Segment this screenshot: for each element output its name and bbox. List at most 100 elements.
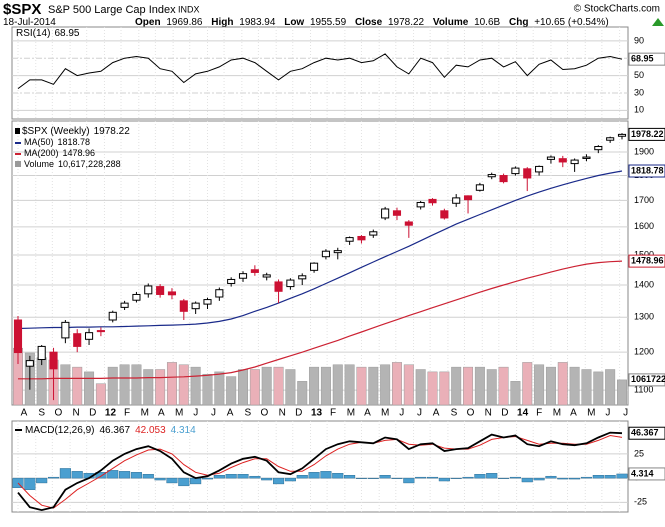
x-tick-label: F xyxy=(124,408,130,419)
histogram-bar xyxy=(142,474,154,479)
x-tick-label: J xyxy=(399,408,404,419)
histogram-bar xyxy=(367,477,379,479)
histogram-bar xyxy=(107,470,119,479)
candle-body xyxy=(262,274,271,278)
histogram-bar xyxy=(344,475,356,479)
candle-body xyxy=(250,269,259,273)
y-tick-label: 50 xyxy=(634,70,644,80)
macd-line xyxy=(17,431,623,512)
histogram-bar xyxy=(403,477,415,484)
histogram-bar xyxy=(48,476,60,479)
value-tag: 46.367 xyxy=(628,426,665,440)
x-tick-label: M xyxy=(381,408,389,419)
value-tag-label: 1978.22 xyxy=(631,129,664,139)
rsi-line xyxy=(17,53,623,90)
volume-bar xyxy=(427,371,438,406)
histogram-bar xyxy=(12,477,24,488)
value-tag-box xyxy=(628,164,665,178)
candle-body xyxy=(298,275,307,280)
value-tag: 68.95 xyxy=(628,52,665,66)
candle-body xyxy=(227,278,236,284)
legend-icon xyxy=(15,128,20,134)
y-tick-label: 30 xyxy=(634,87,644,97)
candle-body xyxy=(85,332,94,340)
histogram-bar xyxy=(201,477,214,480)
candle-body xyxy=(487,174,496,178)
candle-body xyxy=(238,273,248,279)
histogram-bar xyxy=(261,477,273,481)
candle-body xyxy=(617,133,627,137)
histogram-bar xyxy=(95,472,107,479)
volume-bar xyxy=(107,366,118,406)
value-tag-box xyxy=(628,52,665,66)
x-tick-label: S xyxy=(451,408,458,419)
volume-bar xyxy=(309,366,320,406)
high-value: 1983.94 xyxy=(239,17,276,28)
volume-bar xyxy=(486,369,497,406)
candle-body xyxy=(428,198,437,204)
volume-bar xyxy=(356,366,367,406)
x-tick-label: N xyxy=(279,408,286,419)
x-tick-label: 12 xyxy=(105,408,117,419)
legend-entry: $SPX (Weekly) 1978.22 xyxy=(22,126,130,137)
volume-bar xyxy=(166,362,177,406)
candle-body xyxy=(357,235,366,241)
volume-bar xyxy=(143,369,154,406)
histogram-bar xyxy=(604,475,616,479)
histogram-bar xyxy=(616,473,628,479)
volume-bar xyxy=(178,364,189,406)
x-tick-label: A xyxy=(158,408,165,419)
candle-body xyxy=(392,210,402,216)
y-tick-label: 10 xyxy=(634,105,644,115)
x-tick-label: D xyxy=(89,408,96,419)
x-tick-label: O xyxy=(467,408,475,419)
volume-bar xyxy=(545,366,556,406)
histogram-bar xyxy=(59,468,71,479)
histogram-bar xyxy=(225,474,237,479)
value-tag-label: 10617228288 xyxy=(631,374,665,384)
histogram-bar xyxy=(71,471,83,479)
candle-body xyxy=(440,210,449,219)
low-value: 1955.59 xyxy=(310,17,347,28)
histogram-bar xyxy=(284,477,296,482)
volume-bar xyxy=(202,373,213,406)
histogram-bar xyxy=(462,476,474,479)
histogram-bar xyxy=(119,471,131,479)
volume-bar xyxy=(439,371,450,406)
candle-body xyxy=(25,360,34,367)
x-tick-label: A xyxy=(227,408,234,419)
legend-entry: MA(200) 1478.96 xyxy=(24,148,95,158)
histogram-bar xyxy=(273,477,285,485)
candle-body xyxy=(144,285,153,295)
symbol: $SPX xyxy=(3,1,41,18)
candle-body xyxy=(215,289,224,298)
candle-body xyxy=(582,156,591,159)
quote-line: 18-Jul-2014 Open 1969.86 High 1983.94 Lo… xyxy=(3,17,609,28)
x-tick-label: M xyxy=(175,408,183,419)
x-tick-label: J xyxy=(417,408,422,419)
candle-body xyxy=(96,330,105,333)
volume-bar xyxy=(368,366,379,406)
x-tick-label: J xyxy=(605,408,610,419)
histogram-bar xyxy=(332,473,344,479)
volume-label: Volume xyxy=(433,17,469,28)
candle-body xyxy=(333,250,342,254)
candle-body xyxy=(191,302,200,310)
close-label: Close xyxy=(355,17,383,28)
y-tick-label: 1100 xyxy=(634,384,653,394)
volume-bar xyxy=(95,383,106,406)
candle-body xyxy=(73,333,82,347)
volume-bar xyxy=(190,366,201,406)
y-tick-label: 1600 xyxy=(634,221,654,231)
candle-body xyxy=(61,321,70,339)
legend-name: MA(200) xyxy=(24,148,59,158)
histogram-bar xyxy=(498,477,510,479)
y-tick-label: 90 xyxy=(634,35,644,45)
x-tick-label: N xyxy=(485,408,492,419)
volume-bar xyxy=(285,369,296,406)
x-tick-label: M xyxy=(347,408,355,419)
panel-frame xyxy=(11,420,629,513)
histogram-bar xyxy=(592,475,604,479)
y-tick-label: 1400 xyxy=(634,279,654,289)
volume-bar xyxy=(214,371,225,406)
